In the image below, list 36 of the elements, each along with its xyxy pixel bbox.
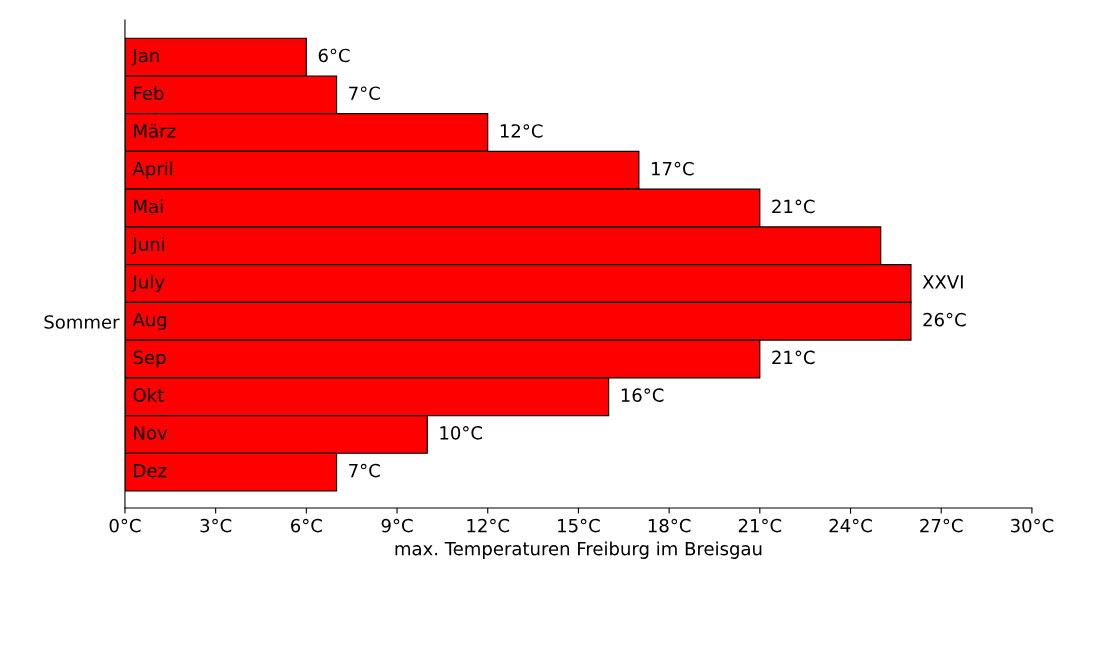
data-label: 7°C — [349, 463, 380, 478]
y-tick-label: Nov — [134, 426, 168, 440]
y-tick-label: Aug — [132, 313, 167, 330]
x-tick-label: 21°C — [738, 518, 782, 533]
x-tick-label: 9°C — [381, 518, 413, 533]
x-tick-label: 12°C — [467, 518, 510, 533]
data-label: 6°C — [318, 48, 350, 63]
y-tick-label: Sep — [133, 350, 166, 368]
data-label: 16°C — [621, 388, 664, 402]
data-label: 10°C — [440, 426, 483, 440]
data-label: 26°C — [923, 312, 966, 327]
data-label: 21°C — [772, 199, 815, 214]
x-tick-label: 24°C — [829, 518, 872, 533]
y-tick-label: Dez — [134, 464, 167, 478]
y-tick-label: Mai — [134, 199, 163, 214]
x-tick-label: 15°C — [558, 518, 600, 533]
y-axis-title: Sommer — [44, 315, 120, 329]
y-tick-label: April — [132, 161, 173, 180]
x-tick-label: 0°C — [109, 518, 141, 533]
y-tick-label: July — [131, 274, 165, 293]
y-tick-label: Feb — [134, 86, 164, 101]
data-label: 21°C — [772, 350, 815, 365]
y-tick-label: Jan — [131, 48, 159, 66]
x-tick-label: 3°C — [200, 518, 232, 533]
x-axis-title: max. Temperaturen Freiburg im Breisgau — [395, 541, 762, 559]
data-label: 7°C — [349, 86, 380, 101]
x-tick-label: 18°C — [648, 518, 691, 533]
data-label: XXVI — [922, 275, 963, 289]
x-tick-label: 27°C — [920, 518, 963, 533]
x-tick-label: 30°C — [1010, 518, 1054, 533]
x-tick-label: 6°C — [291, 518, 322, 533]
y-tick-label: Okt — [133, 387, 164, 402]
data-label: 17°C — [651, 161, 694, 176]
y-tick-label: Juni — [131, 237, 165, 255]
data-label: 12°C — [500, 124, 543, 138]
y-tick-label: März — [134, 123, 176, 138]
